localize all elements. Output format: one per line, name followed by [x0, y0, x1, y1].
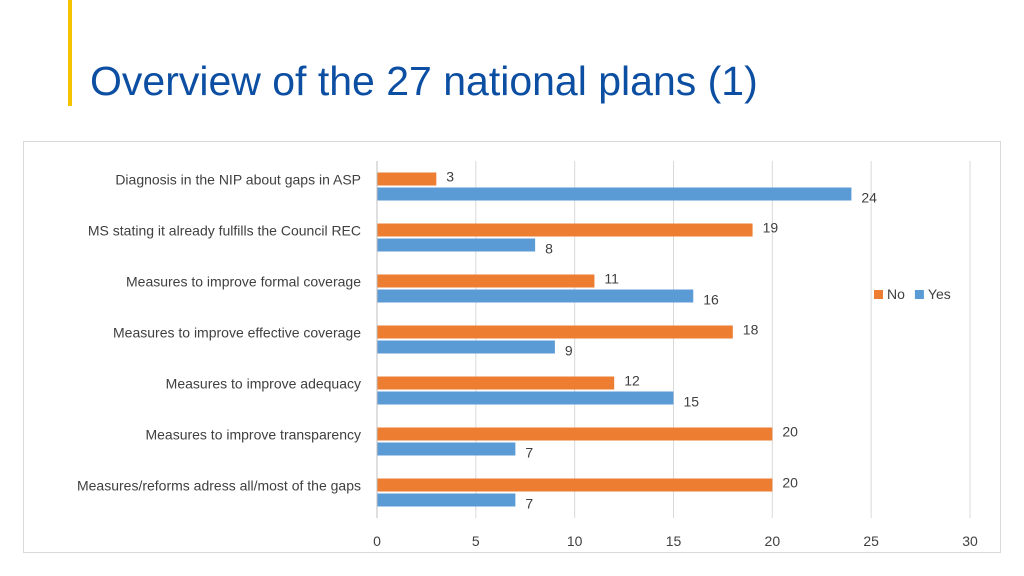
x-tick-label-30: 30	[962, 533, 978, 549]
data-label-yes-4: 9	[565, 343, 573, 359]
bar-no-5	[377, 376, 615, 390]
category-label-1: Diagnosis in the NIP about gaps in ASP	[115, 172, 361, 188]
bar-yes-7	[377, 493, 516, 507]
x-tick-label-20: 20	[765, 533, 781, 549]
bar-no-2	[377, 223, 753, 237]
bar-no-7	[377, 478, 773, 492]
x-tick-label-0: 0	[373, 533, 381, 549]
bar-yes-3	[377, 289, 694, 303]
data-label-no-1: 3	[446, 169, 454, 185]
legend-swatch-no	[874, 290, 883, 299]
bar-no-4	[377, 325, 733, 339]
data-label-no-5: 12	[624, 373, 640, 389]
bar-no-6	[377, 427, 773, 441]
bar-yes-6	[377, 442, 516, 456]
bar-no-1	[377, 172, 437, 186]
category-label-2: MS stating it already fulfills the Counc…	[88, 223, 361, 239]
data-label-no-4: 18	[743, 322, 759, 338]
legend-label-no: No	[887, 286, 905, 302]
data-label-yes-1: 24	[861, 190, 877, 206]
title-accent-bar	[68, 0, 72, 106]
data-label-yes-2: 8	[545, 241, 553, 257]
data-label-yes-7: 7	[525, 496, 533, 512]
x-tick-label-5: 5	[472, 533, 480, 549]
category-label-3: Measures to improve formal coverage	[126, 274, 361, 290]
category-label-6: Measures to improve transparency	[145, 427, 361, 443]
category-label-4: Measures to improve effective coverage	[113, 325, 361, 341]
bar-yes-5	[377, 391, 674, 405]
x-tick-label-10: 10	[567, 533, 583, 549]
data-label-yes-6: 7	[525, 445, 533, 461]
x-tick-label-15: 15	[666, 533, 682, 549]
bar-yes-1	[377, 187, 852, 201]
bar-chart: 0 5 10 15 20 25 30 Diagnosis in the NIP about g…	[77, 161, 978, 549]
chart-container: 0 5 10 15 20 25 30 Diagnosis in the NIP about g…	[23, 141, 1001, 553]
x-tick-label-25: 25	[863, 533, 879, 549]
legend-swatch-yes	[914, 290, 924, 299]
bar-yes-4	[377, 340, 555, 354]
data-label-no-6: 20	[782, 424, 798, 440]
category-label-5: Measures to improve adequacy	[166, 376, 361, 392]
data-label-no-2: 19	[763, 220, 779, 236]
slide-title: Overview of the 27 national plans (1)	[90, 58, 758, 104]
data-label-yes-3: 16	[703, 292, 719, 308]
category-label-7: Measures/reforms adress all/most of the …	[77, 478, 361, 494]
data-label-no-7: 20	[782, 475, 798, 491]
bar-yes-2	[377, 238, 536, 252]
data-label-yes-5: 15	[684, 394, 700, 410]
bar-no-3	[377, 274, 595, 288]
legend-label-yes: Yes	[928, 286, 951, 302]
data-label-no-3: 11	[604, 271, 619, 287]
